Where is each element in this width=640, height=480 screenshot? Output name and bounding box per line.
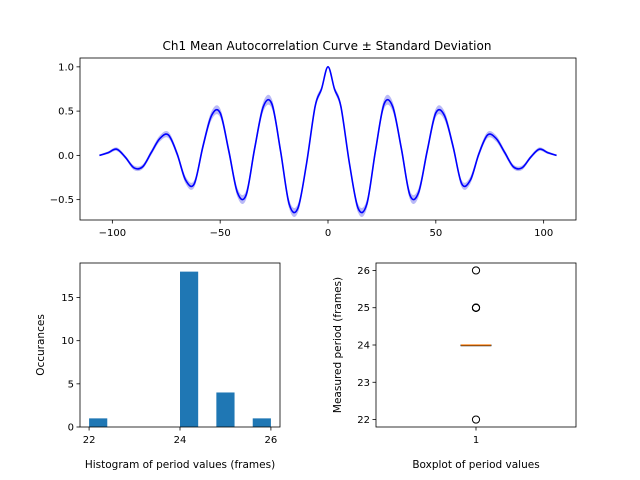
y-tick-label: 25	[357, 303, 370, 314]
boxplot-ylabel: Measured period (frames)	[332, 277, 344, 413]
histogram-bar	[252, 418, 271, 427]
y-tick-label: 5	[68, 379, 74, 390]
outlier-point	[471, 303, 481, 312]
autocorrelation-frame	[79, 57, 577, 221]
x-tick-label: 50	[429, 228, 442, 239]
x-tick-label: 100	[534, 228, 553, 239]
boxplot-plot: 1 22 23 24 25 26 Boxplot of period values Mea…	[332, 262, 577, 471]
y-tick-label: 15	[61, 293, 74, 304]
x-tick-label: 22	[83, 435, 96, 446]
histogram-xlabel: Histogram of period values (frames)	[85, 459, 275, 471]
y-tick-label: 0	[68, 423, 74, 434]
x-tick-label: 24	[174, 435, 187, 446]
histogram-plot: 22 24 26 0 5 10 15 Histogram of period values …	[35, 262, 281, 471]
boxplot-xlabel: Boxplot of period values	[412, 459, 539, 471]
autocorrelation-title: Ch1 Mean Autocorrelation Curve ± Standar…	[163, 39, 492, 53]
x-tick-label: 26	[265, 435, 278, 446]
y-tick-label: 10	[61, 336, 74, 347]
x-tick-label: −50	[210, 228, 231, 239]
y-tick-label: 0.0	[58, 151, 74, 162]
histogram-bar	[216, 392, 235, 427]
y-tick-label: 24	[357, 341, 370, 352]
y-tick-label: 1.0	[58, 62, 74, 73]
autocorrelation-plot: Ch1 Mean Autocorrelation Curve ± Standar…	[50, 39, 577, 239]
y-tick-label: 23	[357, 378, 370, 389]
histogram-bar	[180, 271, 199, 427]
y-tick-label: 22	[357, 415, 370, 426]
outlier-point	[471, 266, 481, 275]
std-band	[99, 65, 557, 218]
x-tick-label: 0	[325, 228, 331, 239]
histogram-bar	[89, 418, 108, 427]
mean-autocorrelation-line	[99, 66, 557, 214]
y-tick-label: 26	[357, 266, 370, 277]
x-tick-label: −100	[99, 228, 126, 239]
histogram-ylabel: Occurances	[35, 314, 47, 376]
y-tick-label: 0.5	[58, 107, 74, 118]
x-tick-label: 1	[473, 435, 479, 446]
outlier-point	[471, 415, 481, 424]
y-tick-label: −0.5	[50, 195, 74, 206]
